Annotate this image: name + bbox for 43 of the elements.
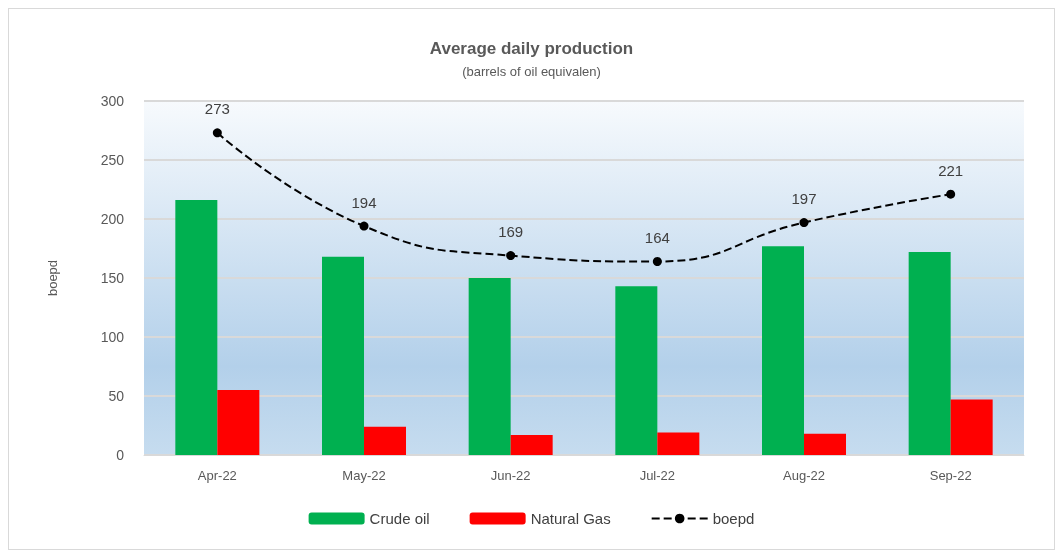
chart-subtitle: (barrels of oil equivalen) (462, 64, 601, 79)
point (652, 256, 662, 266)
bar (468, 278, 511, 455)
bar (364, 426, 406, 455)
bar (657, 432, 700, 455)
y-tick-label: 200 (100, 211, 125, 227)
x-tick-label: Sep-22 (929, 468, 972, 483)
legend-label: Natural Gas (530, 510, 611, 527)
y-tick-label: 150 (100, 270, 125, 286)
legend-label: boepd (712, 510, 755, 527)
bar (217, 390, 260, 455)
data-label: 221 (938, 161, 964, 179)
chart-title: Average daily production (429, 39, 634, 58)
y-tick-label: 250 (100, 152, 125, 168)
point (212, 128, 222, 138)
data-label: 194 (351, 193, 377, 211)
y-tick-label: 50 (108, 388, 125, 404)
data-label: 197 (791, 190, 817, 208)
bar (175, 200, 218, 455)
bar (615, 286, 658, 455)
legend-label: Crude oil (369, 510, 430, 527)
y-tick-label: 100 (100, 329, 125, 345)
point (799, 218, 809, 228)
bar (510, 434, 553, 455)
bar (762, 246, 804, 455)
data-label: 164 (644, 228, 670, 246)
y-tick-label: 300 (100, 93, 125, 109)
x-tick-label: May-22 (342, 468, 386, 483)
bar (804, 433, 846, 455)
x-tick-label: Jun-22 (490, 468, 531, 483)
y-axis-title: boepd (45, 259, 60, 297)
y-tick-label: 0 (116, 447, 125, 463)
bar (950, 399, 993, 455)
bar (322, 256, 364, 455)
x-tick-label: Jul-22 (639, 468, 676, 483)
x-tick-label: Aug-22 (783, 468, 825, 483)
point (946, 189, 956, 199)
x-tick-label: Apr-22 (197, 468, 237, 483)
point (506, 251, 516, 261)
point (359, 221, 369, 231)
data-label: 273 (204, 100, 230, 118)
bar (908, 252, 951, 455)
data-label: 169 (498, 223, 524, 241)
